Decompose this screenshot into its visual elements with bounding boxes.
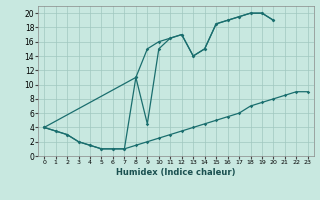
X-axis label: Humidex (Indice chaleur): Humidex (Indice chaleur) bbox=[116, 168, 236, 177]
